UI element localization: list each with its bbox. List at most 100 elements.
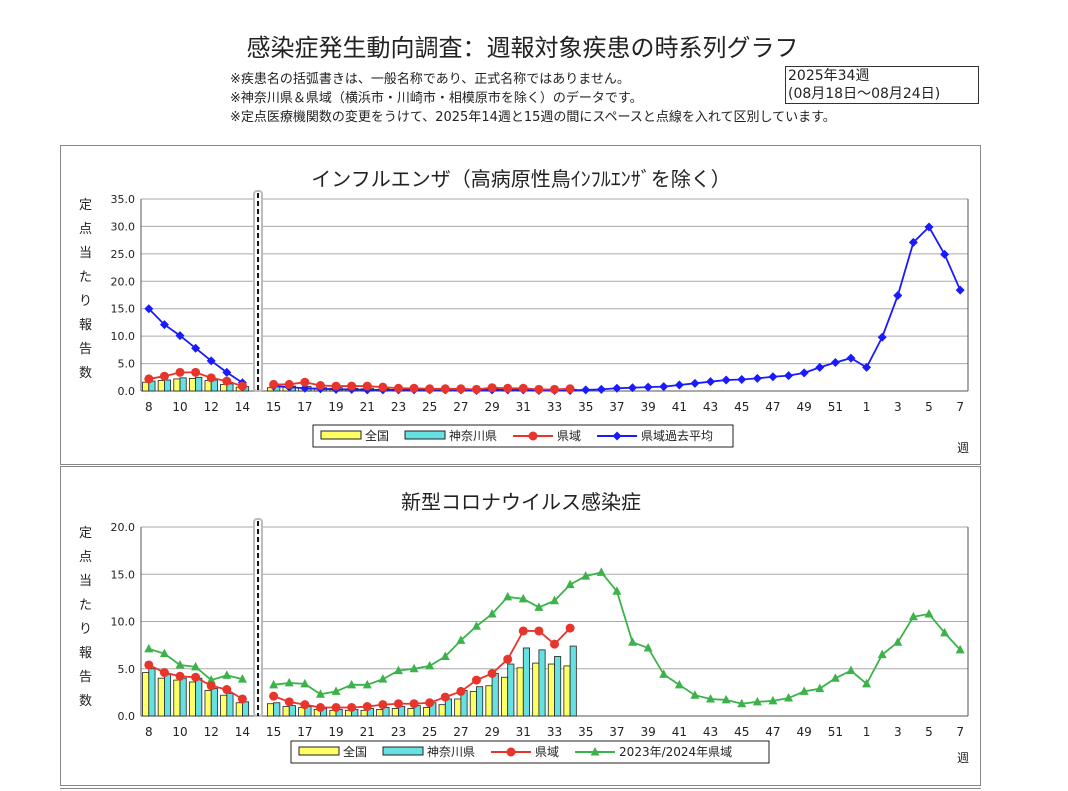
- bar-national: [173, 679, 181, 717]
- legend-swatch-kanagawa: [382, 746, 424, 756]
- legend-label: 2023年/2024年県域: [619, 745, 732, 759]
- y-tick-label: 20.0: [111, 521, 136, 534]
- legend-marker: [590, 747, 600, 756]
- x-tick-label: 37: [609, 400, 624, 414]
- past-average-point: [674, 380, 684, 390]
- prefecture-point: [362, 702, 372, 712]
- prefecture-point: [331, 702, 341, 712]
- legend-label: 全国: [365, 428, 389, 443]
- covid-chart: 新型コロナウイルス感染症 0.0 5.0 10.0 15.0 20.0 定点当たり報告数 8 1…: [79, 490, 969, 765]
- past-average-point: [175, 659, 185, 669]
- prefecture-point: [378, 382, 388, 392]
- past-average-point: [893, 637, 903, 646]
- past-average-point: [440, 651, 450, 660]
- x-tick-label: 21: [360, 725, 375, 739]
- x-tick-label: 49: [797, 725, 812, 739]
- past-average-point: [409, 663, 419, 673]
- prefecture-point: [425, 384, 435, 394]
- x-tick-label: 17: [297, 400, 312, 414]
- x-tick-label: 27: [453, 725, 468, 739]
- influenza-chart: インフルエンザ（高病原性鳥ｲﾝﾌﾙｴﾝｻﾞを除く） 0.0 5.0 10.0 15.0 2…: [79, 167, 969, 455]
- legend-swatch-national: [298, 746, 340, 756]
- past-average-point: [534, 602, 544, 611]
- prefecture-point: [175, 367, 185, 377]
- bar-kanagawa: [569, 645, 577, 717]
- x-tick-label: 19: [328, 400, 343, 414]
- x-tick-label: 23: [391, 400, 406, 414]
- past-average-point: [206, 675, 216, 684]
- past-average-point: [487, 608, 497, 618]
- legend-label: 神奈川県: [449, 429, 497, 443]
- x-tick-label: 14: [235, 400, 250, 414]
- prefecture-point: [440, 384, 450, 394]
- bar-kanagawa: [148, 668, 156, 717]
- past-average-point: [628, 637, 638, 646]
- bar-national: [282, 706, 290, 717]
- bar-national: [438, 704, 446, 717]
- x-tick-label: 41: [672, 400, 687, 414]
- past-average-point: [721, 375, 731, 385]
- bar-national: [235, 702, 243, 717]
- bar-national: [516, 667, 524, 717]
- x-tick-label: 45: [734, 400, 749, 414]
- prefecture-point: [471, 675, 481, 685]
- x-tick-label: 19: [328, 725, 343, 739]
- influenza-chart-panel: インフルエンザ（高病原性鳥ｲﾝﾌﾙｴﾝｻﾞを除く） 0.0 5.0 10.0 15.0 2…: [60, 145, 981, 465]
- bar-kanagawa: [179, 677, 187, 717]
- prefecture-point: [269, 691, 279, 701]
- bar-national: [485, 685, 493, 717]
- past-average-point: [565, 579, 575, 589]
- prefecture-point: [425, 698, 435, 708]
- prefecture-point: [456, 384, 466, 394]
- past-average-point: [706, 693, 716, 703]
- bar-kanagawa: [226, 692, 234, 717]
- prefecture-point: [518, 626, 528, 636]
- past-average-point: [737, 698, 747, 708]
- x-tick-label: 51: [828, 400, 843, 414]
- note-line: ※神奈川県＆県域（横浜市・川崎市・相模原市を除く）のデータです。: [230, 91, 643, 106]
- bar-kanagawa: [195, 376, 203, 392]
- chart-legend: 全国 神奈川県 県域 県域過去平均: [312, 424, 734, 448]
- past-average-point: [237, 674, 247, 683]
- past-average-point: [877, 332, 887, 342]
- legend-label: 県域: [557, 429, 581, 443]
- bar-national: [204, 690, 212, 717]
- past-average-point: [846, 665, 856, 675]
- past-average-point: [940, 627, 950, 637]
- bar-kanagawa: [554, 656, 562, 717]
- y-tick-label: 10.0: [111, 330, 136, 343]
- prefecture-point: [503, 383, 513, 393]
- bar-national: [563, 665, 571, 717]
- past-average-point: [144, 304, 154, 314]
- bar-kanagawa: [507, 663, 515, 717]
- past-average-point: [269, 679, 279, 689]
- y-tick-label: 15.0: [111, 568, 136, 581]
- legend-label: 県域過去平均: [641, 429, 713, 443]
- past-average-point: [284, 677, 294, 687]
- prefecture-point: [409, 699, 419, 709]
- x-tick-label: 47: [765, 400, 780, 414]
- past-average-point: [503, 591, 513, 601]
- past-average-point: [596, 567, 606, 576]
- x-axis-label: 週: [957, 441, 969, 455]
- past-average-point: [924, 608, 934, 618]
- prefecture-point: [362, 381, 372, 391]
- x-tick-label: 43: [703, 725, 718, 739]
- past-average-point: [815, 362, 825, 372]
- bar-national: [142, 381, 150, 392]
- x-tick-label: 35: [578, 400, 593, 414]
- notes: ※疾患名の括弧書きは、一般名称であり、正式名称ではありません。 ※神奈川県＆県域…: [230, 70, 836, 127]
- prefecture-point: [503, 654, 513, 664]
- x-tick-label: 15: [266, 725, 281, 739]
- prefecture-point: [487, 668, 497, 678]
- bar-kanagawa: [179, 377, 187, 392]
- past-average-point: [581, 385, 591, 395]
- past-average-point: [877, 649, 887, 659]
- past-average-point: [799, 368, 809, 378]
- prefecture-point: [284, 379, 294, 389]
- past-average-point: [893, 291, 903, 301]
- legend-marker: [612, 431, 622, 441]
- chart-title: インフルエンザ（高病原性鳥ｲﾝﾌﾙｴﾝｻﾞを除く）: [311, 167, 730, 191]
- y-tick-label: 20.0: [111, 275, 136, 288]
- x-tick-label: 12: [204, 400, 219, 414]
